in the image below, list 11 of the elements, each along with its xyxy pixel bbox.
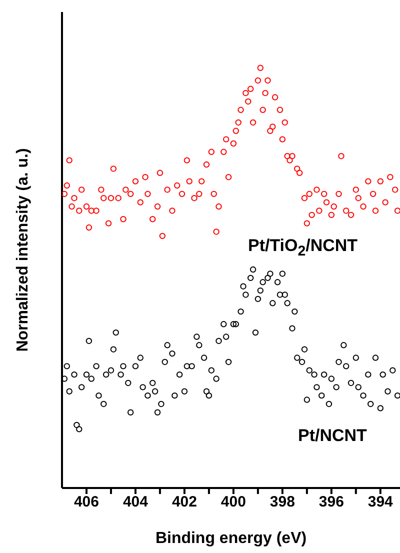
x-tick-label: 398: [270, 494, 295, 511]
x-tick-label: 400: [220, 494, 246, 511]
x-tick-label: 396: [318, 494, 344, 511]
x-tick-label: 406: [74, 494, 100, 511]
x-tick-label: 394: [368, 494, 394, 511]
x-tick-label: 404: [122, 494, 149, 511]
x-axis-title: Binding energy (eV): [155, 530, 307, 547]
series-label: Pt/NCNT: [298, 426, 367, 446]
y-axis-title: Normalized intensity (a. u.): [14, 148, 32, 352]
series-label: Pt/TiO$_{2}$/NCNT: [248, 236, 358, 260]
x-tick-label: 402: [172, 494, 197, 511]
